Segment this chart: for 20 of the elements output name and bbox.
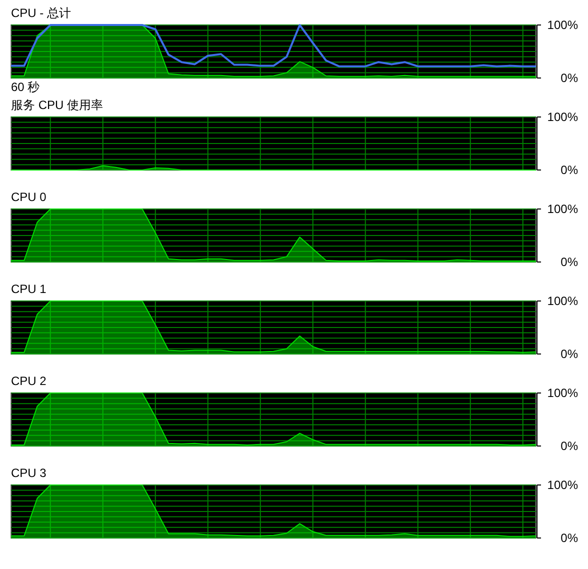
y-tick-label: 100% [547,478,578,492]
y-tick-label: 100% [547,110,578,124]
chart-title: 服务 CPU 使用率 [11,98,104,112]
y-tick-label: 0% [560,531,578,545]
line-series [10,24,537,68]
chart-title: CPU 0 [11,190,47,204]
chart-title: CPU 2 [11,374,47,388]
y-tick-label: 0% [560,71,578,85]
y-tick-label: 100% [547,294,578,308]
y-tick-label: 100% [547,18,578,32]
chart-title: CPU 3 [11,466,47,480]
y-tick-label: 100% [547,202,578,216]
chart-title: CPU 1 [11,282,47,296]
y-tick-label: 0% [560,439,578,453]
y-tick-label: 100% [547,386,578,400]
chart-title: CPU - 总计 [11,6,71,20]
x-axis-title: 60 秒 [11,80,40,94]
y-tick-label: 0% [560,163,578,177]
y-tick-label: 0% [560,255,578,269]
y-tick-label: 0% [560,347,578,361]
